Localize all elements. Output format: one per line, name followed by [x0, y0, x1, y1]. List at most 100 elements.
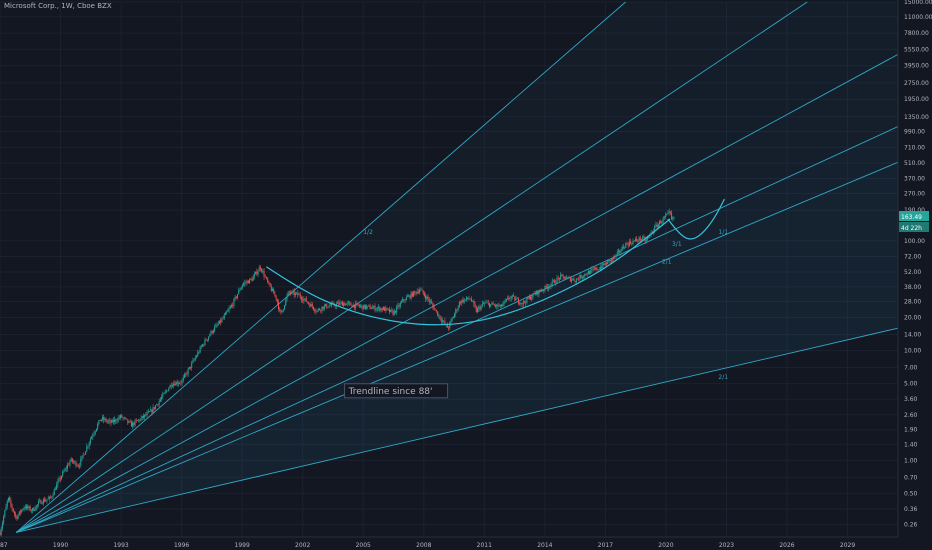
candle-body: [618, 250, 620, 253]
candle-body: [117, 417, 119, 422]
cup-handle-arcs[interactable]: [266, 198, 725, 326]
candle-body: [11, 504, 13, 509]
candle-body: [373, 305, 375, 308]
candle-body: [139, 419, 141, 421]
candle-body: [152, 407, 154, 413]
candle-body: [247, 280, 249, 284]
y-tick-label: 1.00: [904, 457, 918, 464]
candle-body: [70, 458, 72, 462]
x-tick-label: 2011: [477, 542, 492, 549]
candle-body: [58, 478, 60, 482]
candle-body: [341, 302, 343, 306]
candle-body: [327, 307, 329, 308]
x-tick-label: 1987: [0, 542, 8, 549]
candle-body: [587, 271, 589, 275]
x-tick-label: 2026: [779, 542, 794, 549]
candle-body: [630, 241, 632, 244]
x-tick-label: 1990: [53, 542, 68, 549]
y-tick-label: 7800.00: [904, 30, 929, 37]
candle-body: [491, 303, 493, 305]
candle-body: [501, 304, 503, 307]
candle-body: [620, 250, 622, 253]
candle-body: [198, 352, 200, 353]
candle-body: [16, 516, 18, 519]
candle-body: [405, 297, 407, 301]
candle-body: [27, 505, 29, 509]
candle-body: [433, 306, 435, 310]
candle-body: [256, 271, 258, 275]
y-tick-label: 5550.00: [904, 46, 929, 53]
candle-body: [29, 506, 31, 511]
candle-body: [86, 446, 88, 452]
y-tick-label: 3.60: [904, 396, 918, 403]
candle-body: [469, 298, 471, 300]
candle-body: [133, 422, 135, 426]
candle-body: [54, 489, 56, 490]
y-tick-label: 270.00: [904, 190, 925, 197]
countdown-badge: [899, 222, 929, 232]
candle-body: [197, 352, 199, 357]
candle-body: [179, 382, 181, 384]
time-axis[interactable]: 1987 1990 1993 1996 1999 2002 2005 2008 2011 2014…: [0, 536, 898, 549]
annotation-box[interactable]: Trendline since 88': [344, 383, 449, 399]
candle-body: [492, 303, 494, 305]
candle-body: [80, 458, 82, 466]
candle-body: [357, 303, 359, 306]
y-tick-label: 2.60: [904, 412, 918, 419]
candle-body: [563, 276, 565, 279]
candle-body: [141, 415, 143, 419]
candle-body: [470, 298, 472, 302]
candle-body: [98, 420, 100, 425]
candle-body: [296, 292, 298, 294]
candle-body: [434, 309, 436, 311]
candle-body: [331, 303, 333, 306]
candle-body: [666, 213, 668, 216]
candle-body: [554, 280, 556, 284]
y-tick-label: 1.40: [904, 441, 918, 448]
fan-lines[interactable]: [15, 1, 899, 533]
candle-body: [108, 420, 110, 422]
candle-body: [114, 419, 116, 423]
candle-body: [568, 276, 570, 278]
candle-body: [597, 269, 599, 270]
candle-body: [339, 302, 341, 305]
candle-body: [538, 289, 540, 295]
candle-body: [411, 292, 413, 297]
candle-body: [164, 391, 166, 393]
candle-body: [5, 506, 7, 511]
y-tick-label: 1.90: [904, 427, 918, 434]
candle-body: [360, 305, 362, 307]
candle-body: [526, 297, 528, 304]
candle-body: [599, 267, 601, 270]
candle-body: [511, 295, 513, 297]
candle-body: [444, 320, 446, 325]
y-tick-label: 2750.00: [904, 80, 929, 87]
candle-body: [241, 284, 243, 288]
candle-body: [149, 411, 151, 413]
candle-body: [323, 305, 325, 309]
candle-body: [286, 295, 288, 300]
candle-body: [204, 339, 206, 345]
candle-body: [575, 278, 577, 282]
candle-body: [621, 246, 623, 251]
y-tick-label: 10.00: [904, 348, 921, 355]
candle-body: [287, 291, 289, 296]
candle-body: [578, 278, 580, 280]
price-axis[interactable]: 15000.00 11000.00 7800.00 5550.00 3950.00 275…: [897, 0, 932, 537]
candle-body: [562, 274, 564, 277]
candle-body: [285, 299, 287, 306]
candle-body: [442, 320, 444, 322]
candle-body: [508, 297, 510, 300]
candle-body: [592, 268, 594, 270]
chart-title: Microsoft Corp., 1W, Cboe BZX: [4, 2, 112, 10]
candle-body: [555, 282, 557, 284]
candle-body: [502, 304, 504, 307]
candle-body: [378, 306, 380, 309]
candle-body: [457, 306, 459, 311]
candle-body: [450, 320, 452, 323]
candle-body: [484, 302, 486, 304]
candle-body: [229, 306, 231, 309]
candle-body: [583, 276, 585, 277]
candle-body: [45, 500, 47, 502]
